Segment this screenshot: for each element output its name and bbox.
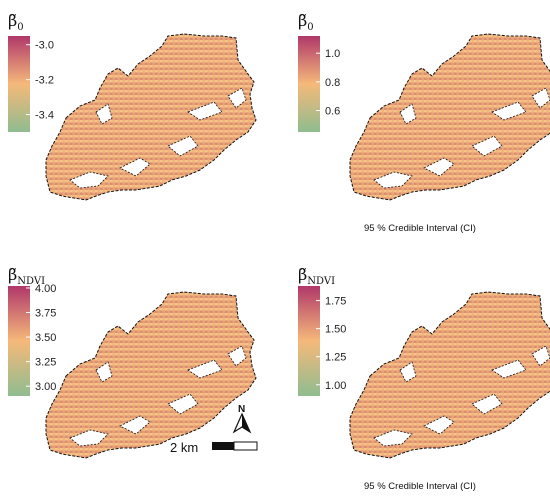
legend-tick-label: 4.00 (35, 283, 56, 295)
map-region (349, 33, 550, 201)
gap-shape (531, 345, 550, 367)
legend-tick-label: -3.2 (35, 75, 54, 87)
gap-shape (167, 135, 199, 157)
gap-shape (399, 103, 417, 125)
gap-shape (227, 87, 247, 109)
gap-shape (187, 359, 223, 379)
panel-title: β̃NDVI (8, 265, 45, 287)
gap-shape (373, 429, 413, 447)
legend-tick-label: 1.00 (325, 380, 346, 392)
scalebar: 2 km (170, 440, 258, 455)
gap-shape (227, 345, 247, 367)
legend-tick-label: 3.75 (35, 308, 56, 320)
gap-shape (531, 87, 550, 109)
legend-tick-label: 3.50 (35, 332, 56, 344)
scalebar-segment-light (233, 441, 258, 451)
gap-shape (69, 429, 109, 447)
panel-beta0-mean: β̃0 -3.0 -3.2 -3.4 (8, 11, 257, 201)
legend: 1.75 1.50 1.25 1.00 (298, 286, 346, 396)
legend-color-bar (8, 286, 30, 396)
legend-tick-label: 1.50 (325, 324, 346, 336)
gap-shape (399, 361, 417, 383)
study-area-shape (349, 33, 550, 201)
north-label: N (238, 404, 245, 415)
gap-shape (491, 359, 527, 379)
legend-tick-label: 3.25 (35, 357, 56, 369)
legend-tick-label: 1.25 (325, 352, 346, 364)
legend: -3.0 -3.2 -3.4 (8, 36, 54, 132)
legend: 1.0 0.8 0.6 (298, 36, 340, 132)
panel-title: β̃NDVI (298, 265, 335, 287)
north-arrow-half-icon (242, 414, 250, 432)
legend-tick-label: 1.75 (325, 296, 346, 308)
study-area-shape (45, 291, 257, 459)
panel-beta0-ci: β̃0 1.0 0.8 0.6 95 % Credible Interval (CI… (298, 11, 550, 234)
gap-shape (95, 103, 113, 125)
panel-caption: 95 % Credible Interval (CI) (364, 481, 476, 492)
gap-shape (423, 415, 455, 435)
scalebar-segment-dark (212, 442, 234, 450)
gap-shape (119, 415, 151, 435)
panel-caption: 95 % Credible Interval (CI) (364, 223, 476, 234)
gap-shape (491, 101, 527, 121)
gap-shape (167, 393, 199, 415)
map-region (45, 33, 257, 201)
gap-shape (119, 157, 151, 177)
gap-shape (423, 157, 455, 177)
gap-shape (471, 135, 503, 157)
study-area-shape (349, 291, 550, 459)
gap-shape (69, 171, 109, 189)
legend-color-bar (298, 286, 320, 396)
panel-betandvi-mean: β̃NDVI 4.00 3.75 3.50 3.25 3.00 (8, 265, 257, 459)
legend-color-bar (8, 36, 30, 132)
gap-shape (471, 393, 503, 415)
legend: 4.00 3.75 3.50 3.25 3.00 (8, 283, 56, 396)
panel-betandvi-ci: β̃NDVI 1.75 1.50 1.25 1.00 95 % Credible In… (298, 265, 550, 492)
scalebar-label: 2 km (170, 440, 198, 455)
map-region (349, 291, 550, 459)
legend-tick-label: -3.4 (35, 110, 54, 122)
legend-tick-label: -3.0 (35, 40, 54, 52)
legend-tick-label: 1.0 (325, 48, 340, 60)
map-region (45, 291, 257, 459)
gap-shape (373, 171, 413, 189)
study-area-shape (45, 33, 257, 201)
gap-shape (95, 361, 113, 383)
legend-tick-label: 3.00 (35, 381, 56, 393)
gap-shape (187, 101, 223, 121)
legend-tick-label: 0.6 (325, 106, 340, 118)
legend-tick-label: 0.8 (325, 77, 340, 89)
legend-color-bar (298, 36, 320, 132)
north-arrow: N (232, 404, 252, 434)
panel-title: β̃0 (8, 11, 24, 33)
panel-title: β̃0 (298, 11, 314, 33)
